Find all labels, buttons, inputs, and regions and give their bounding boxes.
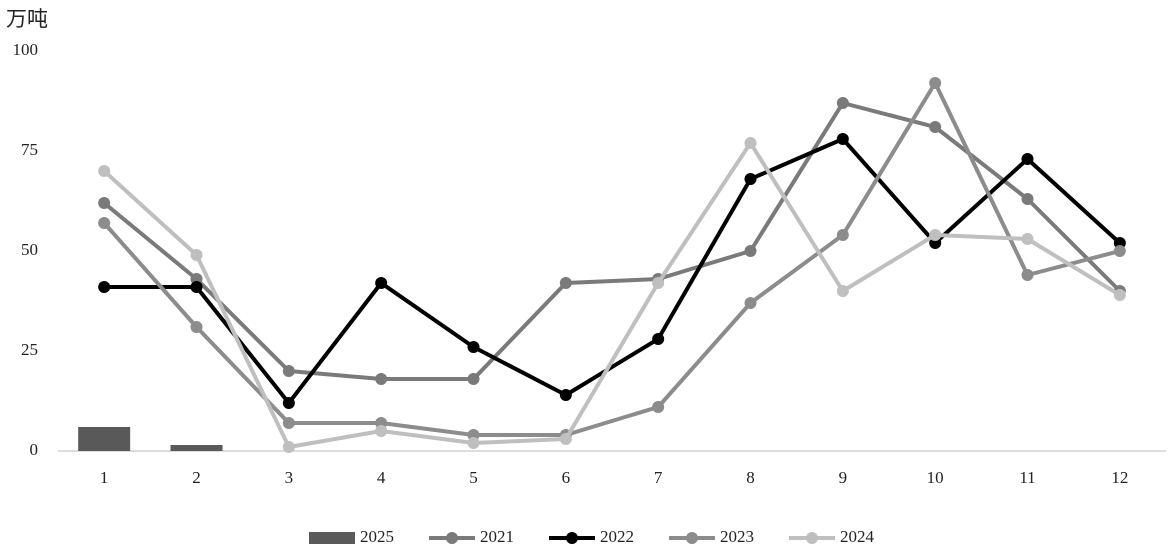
x-tick-label: 4 [377,468,386,487]
point [98,217,111,229]
y-tick-label: 75 [21,140,38,159]
point [836,285,849,297]
point [190,281,203,293]
point [467,373,480,385]
point [1113,245,1126,257]
point [744,297,757,309]
point [1021,233,1034,245]
point [559,389,572,401]
line [102,81,1121,437]
bar [78,427,131,451]
y-tick-label: 0 [30,440,39,459]
point [190,249,203,261]
point [190,321,203,333]
y-unit: 万吨 [6,7,48,31]
point [1021,269,1034,281]
line [102,141,1121,449]
point [282,417,295,429]
x-tick-label: 1 [100,468,109,487]
point [1021,193,1034,205]
x-tick-label: 10 [927,468,944,487]
point [929,77,942,89]
x-tick-label: 11 [1019,468,1035,487]
y-tick-label: 25 [21,340,38,359]
point [1021,153,1034,165]
legend-marker [686,532,698,544]
point [652,277,665,289]
point [836,97,849,109]
point [929,229,942,241]
point [375,425,388,437]
point [467,437,480,449]
line [102,101,1122,381]
legend-swatch [309,532,355,544]
point [744,245,757,257]
x-tick-label: 2 [192,468,201,487]
point [98,281,111,293]
legend-label: 2025 [360,527,394,546]
y-tick-label: 50 [21,240,38,259]
point [652,333,665,345]
point [929,121,942,133]
point [744,173,757,185]
x-tick-label: 5 [469,468,478,487]
point [652,401,665,413]
point [836,133,849,145]
point [282,397,295,409]
point [282,365,295,377]
point [744,137,757,149]
point [98,197,111,209]
legend-marker [446,532,458,544]
legend-marker [566,532,578,544]
x-tick-label: 9 [839,468,848,487]
point [559,277,572,289]
x-tick-label: 6 [562,468,571,487]
legend-label: 2023 [720,527,754,546]
point [98,165,111,177]
point [467,341,480,353]
point [375,373,388,385]
line [104,137,1122,405]
point [836,229,849,241]
point [559,433,572,445]
point [375,277,388,289]
x-tick-label: 12 [1111,468,1128,487]
point [282,441,295,453]
point [1113,289,1126,301]
bar [170,445,223,451]
legend-marker [806,532,818,544]
x-tick-label: 7 [654,468,663,487]
legend-label: 2021 [480,527,514,546]
x-tick-label: 3 [285,468,294,487]
y-tick-label: 100 [13,40,39,59]
x-tick-label: 8 [746,468,755,487]
legend-label: 2022 [600,527,634,546]
legend-label: 2024 [840,527,875,546]
